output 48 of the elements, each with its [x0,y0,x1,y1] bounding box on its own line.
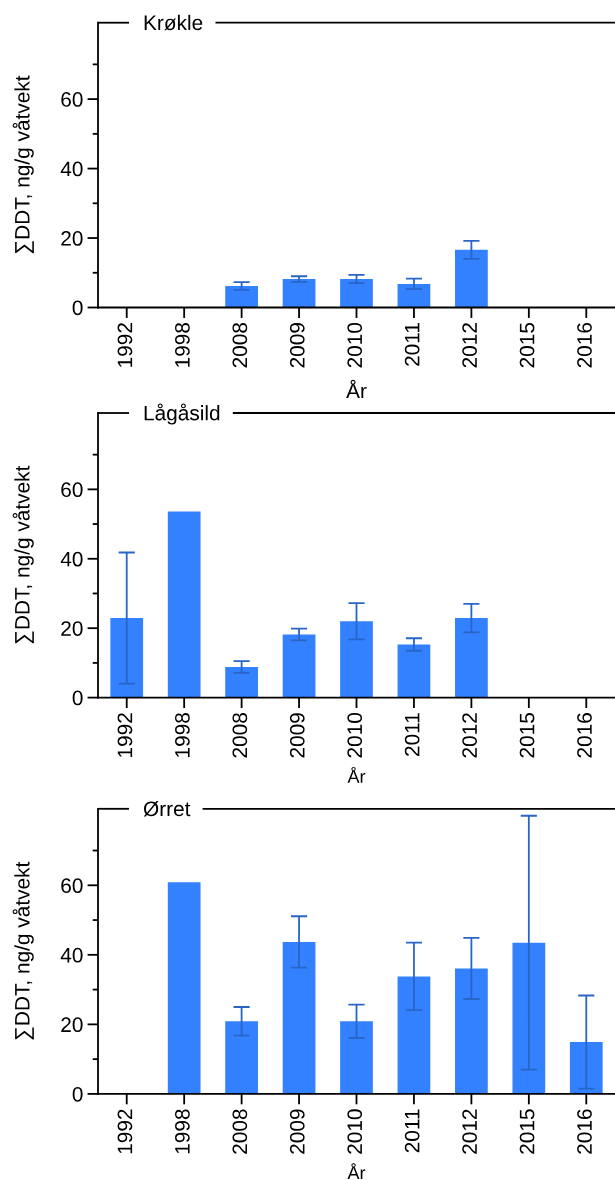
x-axis-title: År [347,766,366,783]
y-axis-title: ∑DDT, ng/g våtvekt [12,861,34,1040]
x-tick-label: 1998 [175,322,190,367]
y-tick-label: 60 [61,482,83,498]
x-tick-label: 2015 [519,1109,535,1154]
x-tick-label: 1998 [175,713,190,757]
chart-title: Ørret [143,801,191,817]
x-tick-label: 2011 [404,323,420,366]
x-tick-label: 2010 [347,322,363,368]
x-axis-title: År [347,1163,366,1180]
y-tick-label: 40 [60,551,83,567]
y-axis-title: ∑DDT, ng/g våtvekt [12,465,34,644]
x-tick-label: 2016 [577,322,592,368]
y-tick-label: 20 [61,1017,83,1033]
y-tick-label: 60 [61,878,83,894]
x-tick-label: 2009 [289,1109,305,1154]
x-tick-label: 2015 [519,322,535,368]
y-tick-label: 20 [61,231,83,246]
x-tick-label: 1992 [117,713,133,757]
x-tick-label: 1998 [175,1109,190,1154]
x-tick-label: 2011 [404,713,420,756]
x-tick-label: 1992 [117,323,133,367]
y-tick-label: 20 [61,621,83,636]
x-tick-label: 1992 [117,1109,133,1154]
x-tick-label: 2010 [347,712,363,758]
x-tick-label: 2016 [577,1109,592,1154]
y-tick-label: 0 [72,300,83,316]
chart-title: Krøkle [144,14,203,31]
x-tick-label: 2008 [232,713,248,758]
x-tick-label: 2008 [232,322,248,368]
x-tick-label: 2009 [289,713,305,758]
y-tick-label: 60 [61,92,83,107]
x-tick-label: 2011 [404,1109,420,1153]
x-tick-label: 2009 [289,323,305,368]
x-tick-label: 2012 [462,323,477,368]
x-tick-label: 2012 [462,713,477,758]
x-tick-label: 2010 [347,1109,363,1154]
x-tick-label: 2015 [519,713,535,758]
x-tick-label: 2012 [462,1109,477,1154]
x-axis-title: År [346,379,367,399]
y-axis-title: ∑DDT, ng/g våtvekt [12,75,34,254]
chart-title: Lågåsild [144,403,220,425]
x-tick-label: 2016 [577,713,592,758]
y-tick-label: 40 [60,947,83,963]
y-tick-label: 0 [72,690,83,706]
y-tick-label: 40 [60,161,83,177]
y-tick-label: 0 [72,1086,83,1102]
x-tick-label: 2008 [232,1109,248,1154]
